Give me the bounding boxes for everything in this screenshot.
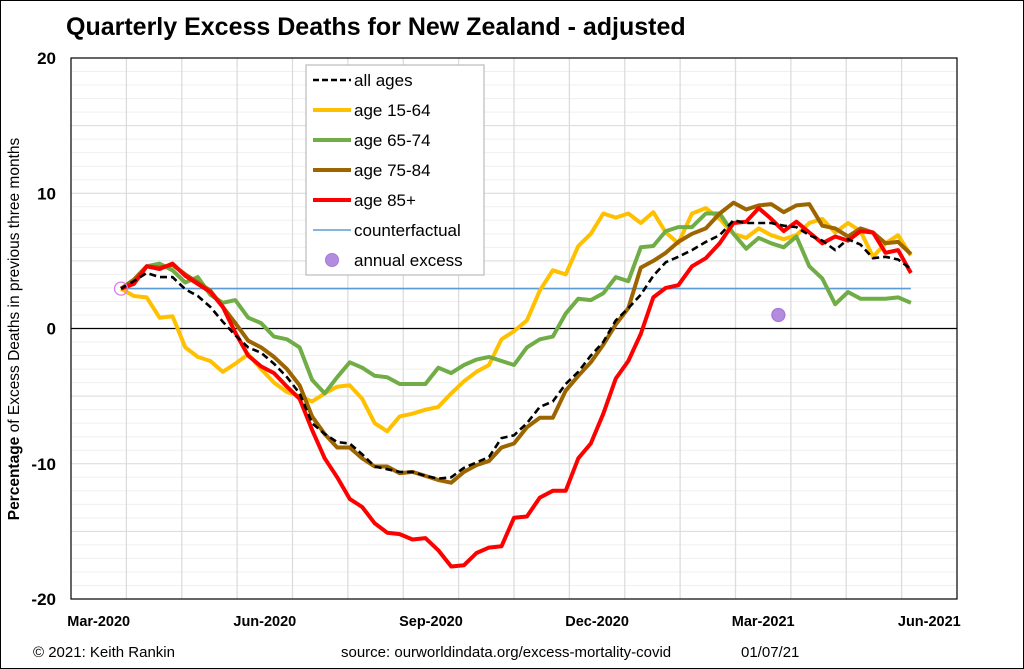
legend-label: age 75-84 bbox=[354, 161, 431, 180]
plot-border bbox=[70, 57, 958, 600]
legend-marker-icon bbox=[325, 253, 339, 267]
y-tick-label: -20 bbox=[31, 590, 56, 609]
y-tick-label: 20 bbox=[37, 49, 56, 68]
date-text: 01/07/21 bbox=[741, 644, 800, 661]
series-line-all-ages bbox=[120, 219, 912, 480]
legend-label: annual excess bbox=[354, 251, 463, 270]
legend-label: all ages bbox=[354, 71, 413, 90]
legend-label: age 15-64 bbox=[354, 101, 431, 120]
legend-label: age 85+ bbox=[354, 191, 416, 210]
x-tick-label: Jun-2020 bbox=[233, 614, 296, 630]
legend: all ages age 15-64 age 65-74 age 75-84 age 8… bbox=[305, 64, 485, 276]
copyright-text: © 2021: Keith Rankin bbox=[33, 644, 175, 661]
y-tick-label: 10 bbox=[37, 184, 56, 203]
legend-label: counterfactual bbox=[354, 221, 461, 240]
series-line-age-85- bbox=[120, 206, 913, 569]
legend-label: age 65-74 bbox=[354, 131, 431, 150]
annual-excess-marker bbox=[771, 307, 786, 323]
y-tick-label: 0 bbox=[47, 320, 56, 339]
x-tick-label: Sep-2020 bbox=[399, 614, 463, 630]
annual-excess-marker bbox=[113, 281, 129, 296]
series-line-age-65-74 bbox=[120, 211, 912, 396]
series-line-age-75-84 bbox=[119, 200, 913, 485]
x-tick-label: Dec-2020 bbox=[565, 614, 629, 630]
y-tick-label: -10 bbox=[31, 455, 56, 474]
chart-title: Quarterly Excess Deaths for New Zealand … bbox=[66, 13, 686, 41]
x-tick-label: Mar-2020 bbox=[67, 614, 130, 630]
x-tick-label: Mar-2021 bbox=[732, 614, 795, 630]
source-text: source: ourworldindata.org/excess-mortal… bbox=[341, 644, 672, 661]
x-tick-label: Jun-2021 bbox=[898, 614, 961, 630]
